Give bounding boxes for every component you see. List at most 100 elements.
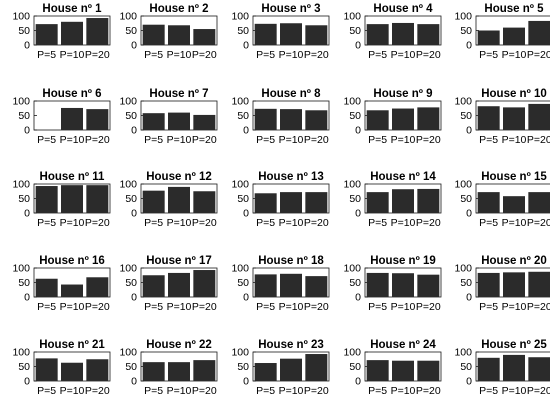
- x-tick-label: P=20: [304, 49, 329, 61]
- bar-p-5: [477, 30, 500, 45]
- y-tick-label: 0: [243, 292, 249, 304]
- y-tick-label: 100: [231, 179, 249, 191]
- y-tick-label: 50: [349, 361, 361, 373]
- panel-title: House nº 5: [484, 3, 544, 15]
- x-tick-label: P=10: [502, 301, 527, 313]
- bar-p-5: [35, 278, 58, 297]
- x-tick-label: P=5: [144, 301, 163, 313]
- x-tick-label: P=10: [167, 217, 192, 229]
- house-panel-8: House nº 8 0 50 100 P=5 P=10 P=20: [231, 88, 330, 146]
- y-tick-label: 100: [231, 347, 249, 359]
- bar-p-5: [477, 106, 500, 130]
- panel-title: House nº 2: [149, 3, 208, 15]
- y-tick-label: 100: [343, 263, 361, 275]
- x-tick-label: P=5: [37, 301, 56, 313]
- x-tick-label: P=20: [304, 301, 329, 313]
- y-tick-label: 100: [454, 347, 472, 359]
- x-tick-label: P=20: [192, 134, 217, 146]
- bar-p-5: [254, 274, 277, 297]
- x-tick-label: P=20: [85, 49, 110, 61]
- panel-title: House nº 17: [146, 255, 212, 267]
- x-tick-label: P=10: [60, 385, 85, 397]
- house-panel-21: House nº 21 0 50 100 P=5 P=10 P=20: [12, 339, 111, 397]
- x-tick-label: P=5: [144, 134, 163, 146]
- panel-title: House nº 15: [481, 171, 547, 183]
- bar-p-10: [280, 273, 302, 297]
- bar-p-20: [528, 357, 550, 381]
- x-tick-label: P=10: [167, 301, 192, 313]
- bar-p-20: [305, 25, 328, 45]
- x-tick-label: P=5: [479, 301, 498, 313]
- bar-p-10: [392, 22, 414, 45]
- x-tick-label: P=10: [167, 134, 192, 146]
- y-tick-label: 0: [131, 125, 137, 137]
- y-tick-label: 50: [125, 25, 137, 37]
- bar-p-5: [254, 193, 277, 213]
- x-tick-label: P=10: [279, 385, 304, 397]
- bar-p-20: [86, 277, 109, 297]
- y-tick-label: 0: [24, 376, 30, 388]
- panel-title: House nº 4: [373, 3, 433, 15]
- y-tick-label: 50: [460, 277, 472, 289]
- x-tick-label: P=5: [256, 217, 275, 229]
- panel-title: House nº 22: [146, 339, 212, 351]
- bar-p-20: [193, 114, 216, 130]
- bar-p-20: [417, 24, 440, 45]
- bar-p-20: [528, 192, 550, 213]
- y-tick-label: 50: [18, 25, 30, 37]
- panel-title: House nº 1: [42, 3, 102, 15]
- y-tick-label: 50: [349, 277, 361, 289]
- y-tick-label: 100: [343, 347, 361, 359]
- bar-p-5: [366, 272, 389, 297]
- bar-p-20: [417, 274, 440, 297]
- y-tick-label: 0: [131, 208, 137, 220]
- x-tick-label: P=10: [502, 49, 527, 61]
- bar-p-20: [305, 110, 328, 130]
- bar-p-5: [254, 363, 277, 381]
- x-tick-label: P=20: [304, 217, 329, 229]
- bar-p-20: [305, 354, 328, 381]
- bar-p-20: [86, 359, 109, 381]
- bar-p-10: [392, 108, 414, 130]
- y-tick-label: 100: [119, 96, 137, 108]
- x-tick-label: P=5: [479, 217, 498, 229]
- y-tick-label: 100: [119, 179, 137, 191]
- y-tick-label: 50: [237, 361, 249, 373]
- x-tick-label: P=10: [391, 217, 416, 229]
- y-tick-label: 50: [460, 361, 472, 373]
- y-tick-label: 0: [243, 40, 249, 52]
- y-tick-label: 0: [131, 376, 137, 388]
- y-tick-label: 0: [466, 376, 472, 388]
- x-tick-label: P=20: [527, 385, 550, 397]
- bar-p-5: [142, 113, 165, 130]
- bar-p-20: [86, 18, 109, 45]
- panel-title: House nº 11: [40, 171, 106, 183]
- bar-p-10: [392, 273, 414, 297]
- house-panel-5: House nº 5 0 50 100 P=5 P=10 P=20: [454, 3, 550, 61]
- y-tick-label: 0: [355, 376, 361, 388]
- x-tick-label: P=10: [167, 385, 192, 397]
- bar-p-5: [35, 186, 58, 213]
- y-tick-label: 100: [454, 11, 472, 23]
- x-tick-label: P=5: [144, 385, 163, 397]
- bar-p-10: [280, 192, 302, 213]
- bar-p-10: [280, 109, 302, 130]
- bar-p-10: [503, 196, 525, 213]
- bar-p-20: [417, 360, 440, 381]
- house-panel-9: House nº 9 0 50 100 P=5 P=10 P=20: [343, 88, 442, 146]
- y-tick-label: 50: [18, 110, 30, 122]
- y-tick-label: 100: [454, 179, 472, 191]
- panel-title: House nº 6: [42, 88, 101, 100]
- y-tick-label: 0: [243, 125, 249, 137]
- house-panel-13: House nº 13 0 50 100 P=5 P=10 P=20: [231, 171, 330, 229]
- bar-p-20: [193, 29, 216, 45]
- bar-p-5: [366, 360, 389, 381]
- y-tick-label: 100: [119, 347, 137, 359]
- y-tick-label: 0: [466, 40, 472, 52]
- bar-p-5: [366, 192, 389, 213]
- bar-p-20: [417, 107, 440, 130]
- x-tick-label: P=5: [256, 301, 275, 313]
- panel-title: House nº 21: [39, 339, 105, 351]
- y-tick-label: 100: [12, 263, 30, 275]
- x-tick-label: P=20: [416, 217, 441, 229]
